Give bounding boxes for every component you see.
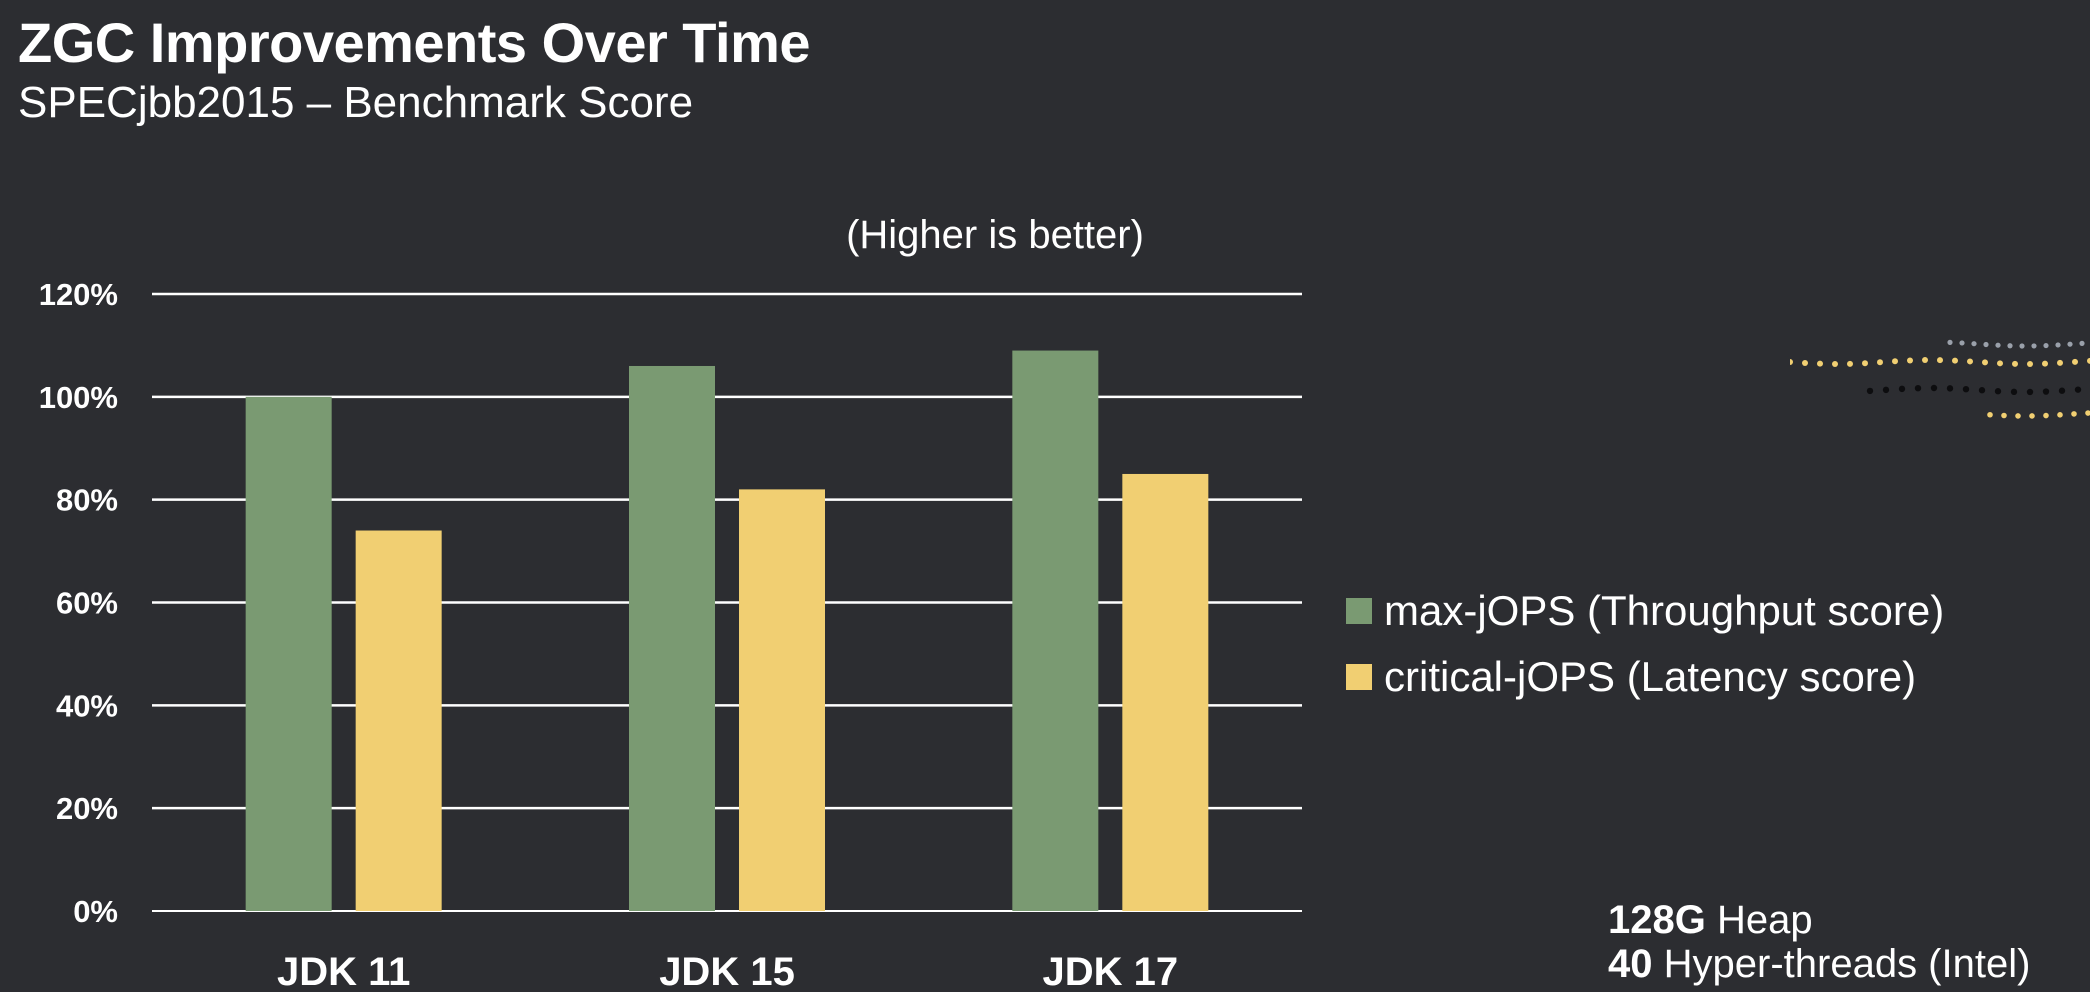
decorative-dot [2029,413,2035,419]
decorative-dot [1832,360,1838,367]
decorative-dot [2043,412,2049,419]
page-title: ZGC Improvements Over Time [18,11,811,74]
bar-max-jops-jdk-15 [629,365,715,911]
decorative-dot [1962,385,1970,393]
bar-max-jops-jdk-11 [245,396,332,911]
decorative-dot [1922,357,1928,364]
y-tick-label: 60% [56,586,118,621]
decorative-dot [2079,340,2085,346]
decorative-dot [1997,360,2003,367]
decorative-dot [2057,359,2063,366]
chart-annotation: (Higher is better) [846,213,1144,257]
decorative-dot [2058,387,2066,394]
decorative-dot [1862,360,1868,367]
decorative-dots [1790,339,2090,419]
legend-item-max-jops: max-jOPS (Throughput score) [1346,578,1944,644]
gridlines [152,292,1302,912]
y-axis-ticks: 0% 20% 40% 60% 80% 100% 120% [39,277,118,929]
bar-critical-jops-jdk-15 [739,489,825,911]
heap-line: 128G Heap [1608,898,2030,942]
decorative-dot [2012,360,2018,367]
y-tick-label: 80% [56,483,118,518]
decorative-dot [2042,388,2050,395]
decorative-dot [1983,341,1989,348]
decorative-dot [2055,342,2061,348]
heap-value: 128G [1608,898,1706,942]
threads-line: 40 Hyper-threads (Intel) [1608,942,2030,986]
decorative-dot [2067,341,2073,347]
decorative-dot [2007,343,2013,349]
decorative-dot [1982,359,1988,366]
legend-label-max-jops: max-jOPS (Throughput score) [1384,587,1945,634]
y-tick-label: 40% [56,688,118,723]
decorative-dot [1877,359,1883,366]
bars [245,350,1209,911]
decorative-dot [1995,342,2001,348]
heap-label: Heap [1716,898,1813,942]
decorative-dot [2042,360,2048,367]
decorative-dot [1971,341,1977,347]
decorative-dot [1882,386,1890,394]
decorative-dot [1907,357,1913,364]
threads-value: 40 [1608,942,1653,986]
threads-label: Hyper-threads (Intel) [1663,942,2031,986]
decorative-dot [2001,412,2007,419]
legend: max-jOPS (Throughput score) critical-jOP… [1346,578,1944,710]
decorative-dot [1866,387,1874,395]
decorative-dot [1847,360,1853,367]
bar-max-jops-jdk-17 [1012,350,1099,911]
test-config-note: 128G Heap 40 Hyper-threads (Intel) [1608,898,2030,986]
decorative-dot [2057,412,2063,418]
legend-item-critical-jops: critical-jOPS (Latency score) [1346,644,1944,710]
decorative-dot [1987,411,1993,418]
decorative-dot [2072,358,2078,365]
decorative-dot [1967,358,1973,365]
x-tick-label: JDK 15 [659,950,795,992]
decorative-dot [1817,360,1823,367]
bar-critical-jops-jdk-17 [1122,473,1209,911]
decorative-dot [2074,386,2082,393]
decorative-dot [2019,343,2025,349]
decorative-dot [1892,358,1898,365]
decorative-dot [1959,340,1965,346]
decorative-dot [2026,388,2034,396]
decorative-dot [2031,343,2037,349]
decorative-dot [1946,385,1954,392]
y-tick-label: 20% [56,791,118,826]
legend-swatch-max-jops [1346,598,1372,624]
decorative-dot [2015,413,2021,419]
y-tick-label: 100% [39,380,118,415]
decorative-dot [1930,384,1938,392]
decorative-dot [2087,357,2090,364]
decorative-dot [1914,384,1922,392]
decorative-dot [1790,359,1793,365]
legend-label-critical-jops: critical-jOPS (Latency score) [1384,653,1917,700]
page-subtitle: SPECjbb2015 – Benchmark Score [18,78,694,127]
decorative-dot [1994,388,2002,395]
x-tick-label: JDK 17 [1043,950,1179,992]
decorative-dot [1947,339,1953,345]
bar-critical-jops-jdk-11 [355,530,442,911]
y-tick-label: 0% [73,894,118,929]
y-tick-label: 120% [39,277,118,312]
decorative-dot [1937,357,1943,364]
decorative-dot [2010,388,2018,396]
legend-swatch-critical-jops [1346,664,1372,690]
decorative-dot [1802,359,1808,366]
decorative-dot [2085,410,2090,416]
x-tick-label: JDK 11 [277,950,410,992]
x-axis-ticks: JDK 11 JDK 15 JDK 17 [277,950,1178,992]
decorative-dot [2071,411,2077,417]
decorative-dot [1952,357,1958,364]
decorative-dot [1978,387,1986,394]
decorative-dot [1898,385,1906,393]
decorative-dot [2043,342,2049,349]
decorative-dot [2027,360,2033,367]
